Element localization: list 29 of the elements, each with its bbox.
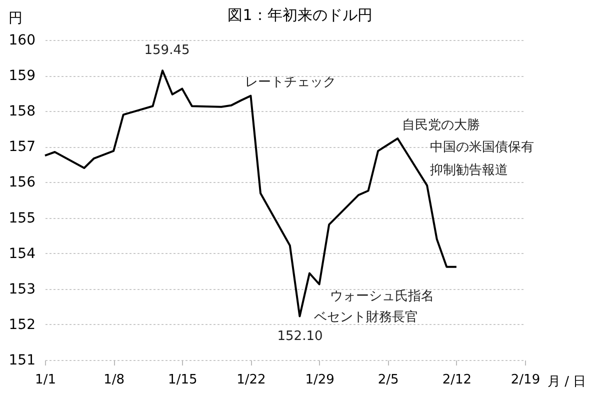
chart-title: 図1：年初来のドル円 [228,6,372,24]
annotation: 抑制勧告報道 [430,163,508,178]
annotation: レートチェック [245,75,336,90]
y-tick-label: 159 [8,68,36,84]
annotation: 自民党の大勝 [402,118,480,133]
y-tick-label: 154 [8,246,36,262]
x-tick-label: 1/29 [305,372,334,388]
annotation: ウォーシュ氏指名 [330,289,434,304]
x-tick-label: 1/15 [168,372,198,388]
annotation: ベセント財務長官 [314,309,418,325]
y-tick-label: 160 [8,32,36,48]
annotation: 159.45 [144,43,190,58]
y-tick-label: 153 [8,281,36,298]
x-axis-title: 月 / 日 [548,374,586,390]
x-tick-label: 1/22 [236,372,266,388]
x-tick-label: 2/12 [442,372,472,388]
y-axis-title: 円 [8,10,22,26]
annotation: 中国の米国債保有 [430,140,534,155]
x-tick-label: 1/8 [104,372,125,388]
annotation: 152.10 [277,329,323,344]
y-tick-label: 151 [8,352,36,368]
y-tick-label: 152 [8,316,36,333]
y-tick-label: 156 [8,174,36,191]
y-tick-label: 158 [8,104,36,120]
y-tick-label: 155 [8,210,36,226]
x-tick-label: 2/19 [510,372,540,388]
x-tick-label: 2/5 [378,372,399,388]
x-tick-label: 1/1 [35,372,56,388]
y-tick-label: 157 [8,139,36,156]
